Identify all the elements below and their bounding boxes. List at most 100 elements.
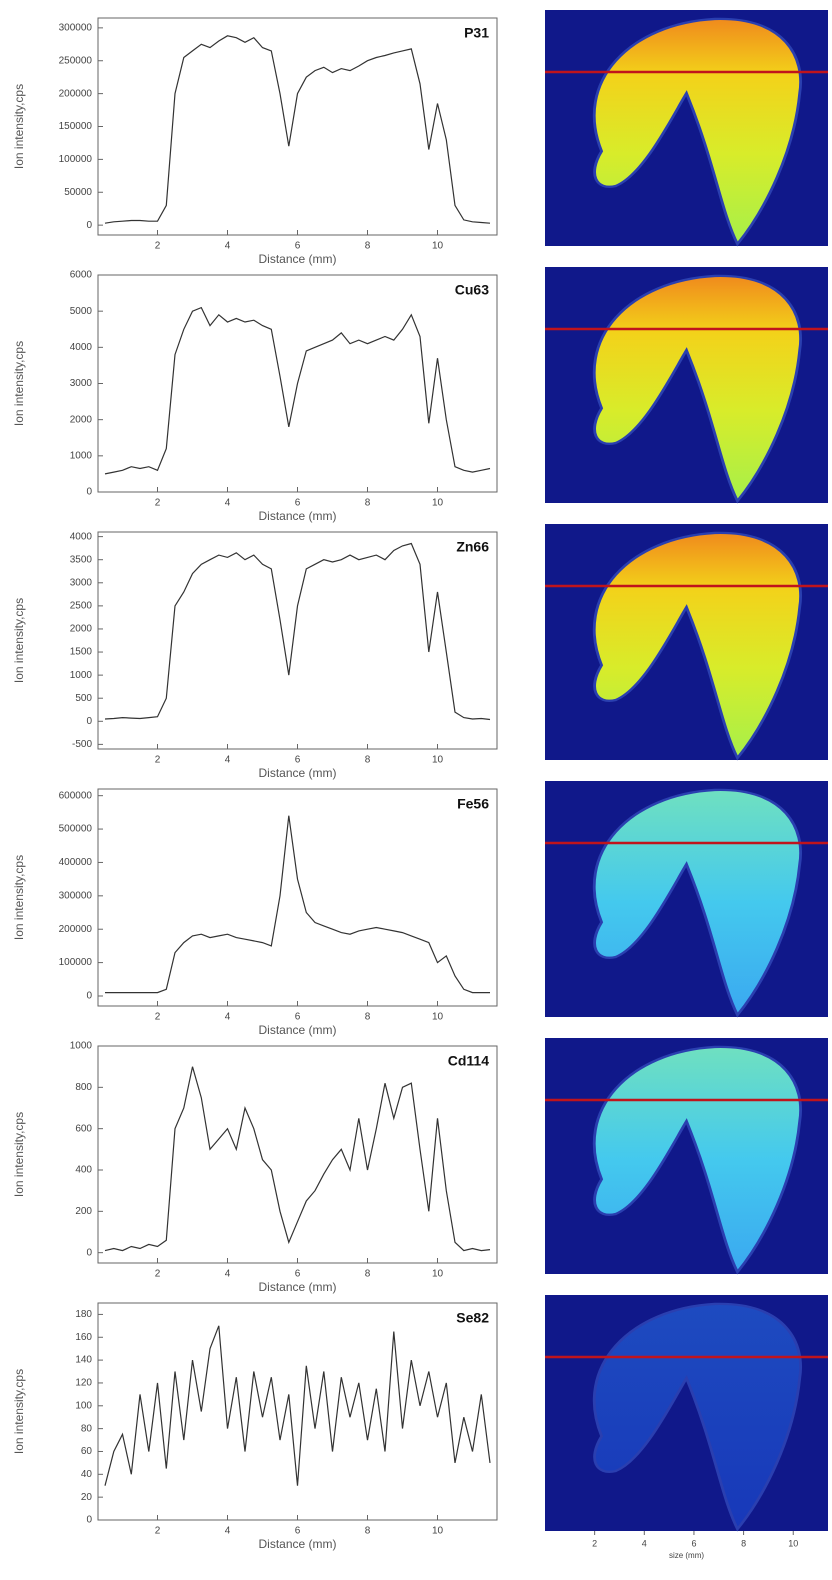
y-tick-label: 0 [86,1515,92,1526]
y-tick-label: -500 [72,739,92,750]
y-tick-label: 0 [86,220,92,231]
chart-title: Fe56 [457,796,489,812]
x-axis-label: Distance (mm) [258,766,336,780]
x-axis-label: Distance (mm) [258,509,336,523]
image-x-tick-label: 4 [642,1538,647,1548]
tissue-shape [592,788,802,1018]
x-tick-label: 2 [155,755,161,766]
x-tick-label: 6 [295,498,301,509]
tissue-shape [592,531,802,761]
y-axis-label: Ion intensity,cps [12,598,26,683]
data-line [104,35,491,224]
x-tick-label: 2 [155,1526,161,1537]
y-tick-label: 4000 [70,342,93,353]
image-x-tick-label: 2 [592,1538,597,1548]
y-tick-label: 2500 [70,601,93,612]
y-tick-label: 3000 [70,577,93,588]
map-image [545,1038,828,1275]
x-tick-label: 2 [155,241,161,252]
x-tick-label: 6 [295,1526,301,1537]
y-tick-label: 3500 [70,554,93,565]
x-tick-label: 2 [155,1269,161,1280]
x-tick-label: 8 [365,1526,371,1537]
x-tick-label: 4 [225,1012,231,1023]
x-tick-label: 6 [295,1012,301,1023]
image-x-axis-label: size (mm) [669,1551,704,1560]
y-axis-label: Ion intensity,cps [12,1112,26,1197]
y-tick-label: 3000 [70,378,93,389]
y-tick-label: 250000 [59,55,93,66]
chart-title: Zn66 [456,539,489,555]
tissue-shape [592,274,802,504]
map-image [545,1295,828,1532]
chart-title: Cd114 [448,1053,489,1069]
image-x-tick-label: 10 [788,1538,798,1548]
y-tick-label: 6000 [70,270,93,281]
image-x-tick-label: 8 [741,1538,746,1548]
y-tick-label: 200 [75,1206,92,1217]
plot-frame [97,1302,498,1521]
y-tick-label: 600 [75,1123,92,1134]
chart-title: P31 [464,25,489,41]
y-axis-label: Ion intensity,cps [12,1369,26,1454]
y-tick-label: 300000 [59,890,93,901]
y-tick-label: 800 [75,1082,92,1093]
x-tick-label: 4 [225,755,231,766]
data-line [104,306,491,475]
y-axis-label: Ion intensity,cps [12,855,26,940]
chart-title: Se82 [456,1310,489,1326]
y-tick-label: 50000 [64,187,92,198]
y-tick-label: 0 [86,991,92,1002]
y-tick-label: 1000 [70,670,93,681]
y-tick-label: 2000 [70,414,93,425]
data-line [104,542,491,721]
tissue-shape [592,1302,802,1532]
map-image [545,10,828,247]
x-tick-label: 2 [155,1012,161,1023]
y-tick-label: 200000 [59,88,93,99]
y-tick-label: 60 [81,1446,93,1457]
x-tick-label: 4 [225,1269,231,1280]
map-image [545,524,828,761]
y-tick-label: 80 [81,1423,93,1434]
y-tick-label: 600000 [59,790,93,801]
plot-frame [97,17,498,236]
map-image [545,781,828,1018]
y-tick-label: 400 [75,1165,92,1176]
y-axis-label: Ion intensity,cps [12,341,26,426]
map-image [545,267,828,504]
y-tick-label: 100 [75,1400,92,1411]
x-tick-label: 8 [365,1269,371,1280]
data-line [104,1066,491,1252]
y-tick-label: 100000 [59,957,93,968]
x-axis-label: Distance (mm) [258,252,336,266]
x-tick-label: 10 [432,755,444,766]
y-tick-label: 2000 [70,624,93,635]
x-tick-label: 4 [225,498,231,509]
y-axis-label: Ion intensity,cps [12,84,26,169]
x-tick-label: 6 [295,755,301,766]
x-tick-label: 10 [432,498,444,509]
x-tick-label: 4 [225,1526,231,1537]
y-tick-label: 1000 [70,1041,93,1052]
y-tick-label: 200000 [59,924,93,935]
y-tick-label: 0 [86,487,92,498]
data-line [104,1325,491,1486]
x-axis-label: Distance (mm) [258,1023,336,1037]
y-tick-label: 400000 [59,857,93,868]
x-tick-label: 10 [432,1012,444,1023]
x-axis-label: Distance (mm) [258,1280,336,1294]
y-tick-label: 4000 [70,531,93,542]
y-tick-label: 150000 [59,121,93,132]
y-tick-label: 40 [81,1469,93,1480]
tissue-shape [592,17,802,247]
x-tick-label: 10 [432,1526,444,1537]
x-axis-label: Distance (mm) [258,1537,336,1551]
y-tick-label: 500 [75,693,92,704]
y-tick-label: 20 [81,1492,93,1503]
image-x-tick-label: 6 [691,1538,696,1548]
x-tick-label: 8 [365,498,371,509]
chart-title: Cu63 [455,282,489,298]
x-tick-label: 6 [295,241,301,252]
